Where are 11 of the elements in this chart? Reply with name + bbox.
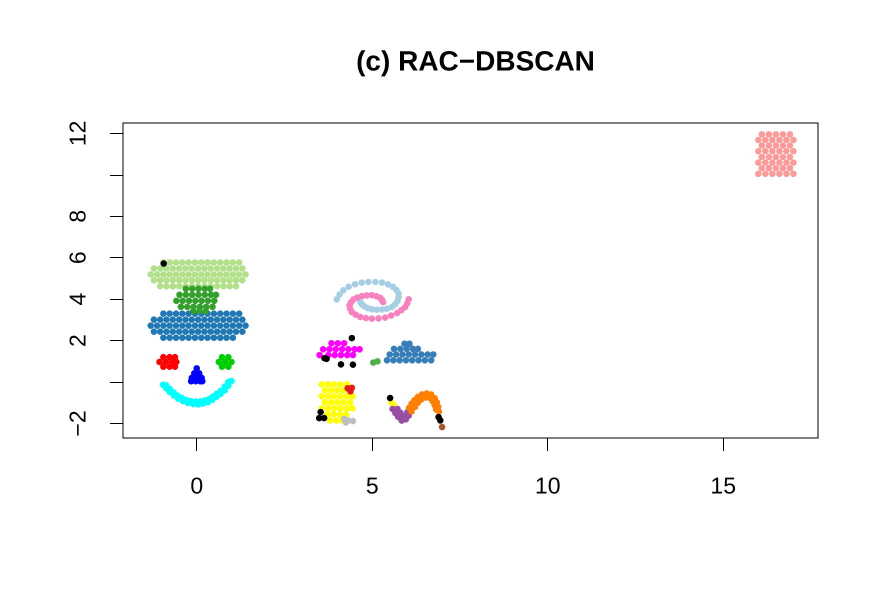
x-tick-label: 5 [366,472,379,498]
x-tick-label: 0 [190,472,204,498]
chart-title: (c) RAC−DBSCAN [356,46,595,76]
y-tick-label: −2 [64,410,90,437]
x-tick-label: 10 [534,472,561,498]
y-tick-label: 2 [64,334,90,347]
y-tick-label: 4 [64,292,90,306]
y-tick-label: 8 [64,210,90,223]
x-tick-label: 15 [710,472,736,498]
y-tick-label: 6 [64,251,90,264]
y-tick-label: 12 [64,120,90,146]
